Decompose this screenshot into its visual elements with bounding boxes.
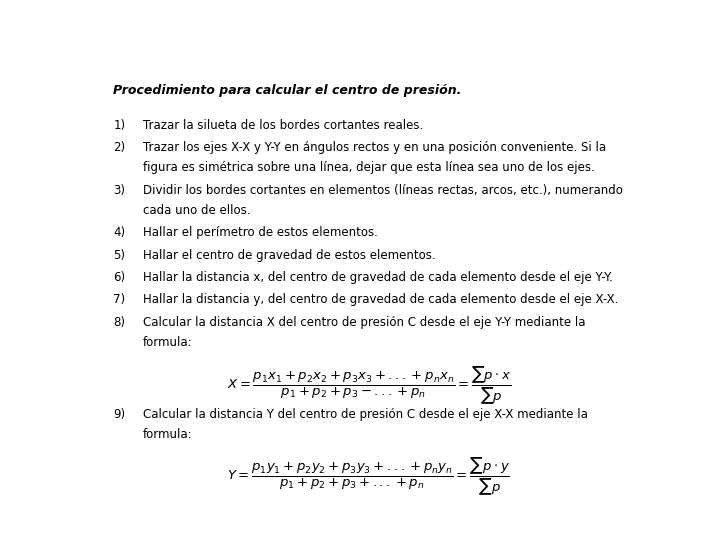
Text: formula:: formula: [143, 428, 193, 441]
Text: $X = \dfrac{p_1x_1 + p_2x_2 + p_3x_3 + ... + p_nx_n}{p_1 + p_2 + p_3 - ...+ p_n}: $X = \dfrac{p_1x_1 + p_2x_2 + p_3x_3 + .… [227, 364, 511, 407]
Text: Dividir los bordes cortantes en elementos (líneas rectas, arcos, etc.), numerand: Dividir los bordes cortantes en elemento… [143, 184, 623, 197]
Text: Hallar el perímetro de estos elementos.: Hallar el perímetro de estos elementos. [143, 226, 378, 239]
Text: Calcular la distancia X del centro de presión C desde el eje Y-Y mediante la: Calcular la distancia X del centro de pr… [143, 316, 585, 329]
Text: Procedimiento para calcular el centro de presión.: Procedimiento para calcular el centro de… [114, 84, 462, 97]
Text: figura es simétrica sobre una línea, dejar que esta línea sea uno de los ejes.: figura es simétrica sobre una línea, dej… [143, 161, 595, 174]
Text: 1): 1) [114, 119, 125, 132]
Text: 9): 9) [114, 408, 125, 421]
Text: Calcular la distancia Y del centro de presión C desde el eje X-X mediante la: Calcular la distancia Y del centro de pr… [143, 408, 588, 421]
Text: Trazar los ejes X-X y Y-Y en ángulos rectos y en una posición conveniente. Si la: Trazar los ejes X-X y Y-Y en ángulos rec… [143, 141, 606, 154]
Text: 3): 3) [114, 184, 125, 197]
Text: Trazar la silueta de los bordes cortantes reales.: Trazar la silueta de los bordes cortante… [143, 119, 423, 132]
Text: 6): 6) [114, 271, 125, 284]
Text: Hallar el centro de gravedad de estos elementos.: Hallar el centro de gravedad de estos el… [143, 248, 436, 261]
Text: Hallar la distancia y, del centro de gravedad de cada elemento desde el eje X-X.: Hallar la distancia y, del centro de gra… [143, 294, 618, 307]
Text: Hallar la distancia x, del centro de gravedad de cada elemento desde el eje Y-Y.: Hallar la distancia x, del centro de gra… [143, 271, 613, 284]
Text: 2): 2) [114, 141, 125, 154]
Text: 4): 4) [114, 226, 125, 239]
Text: $Y = \dfrac{p_1y_1 + p_2y_2 + p_3y_3 + ... + p_ny_n}{p_1 + p_2 + p_3 + ...+ p_n}: $Y = \dfrac{p_1y_1 + p_2y_2 + p_3y_3 + .… [228, 456, 510, 497]
Text: 7): 7) [114, 294, 125, 307]
Text: 8): 8) [114, 316, 125, 329]
Text: 5): 5) [114, 248, 125, 261]
Text: cada uno de ellos.: cada uno de ellos. [143, 204, 251, 217]
Text: formula:: formula: [143, 336, 193, 349]
